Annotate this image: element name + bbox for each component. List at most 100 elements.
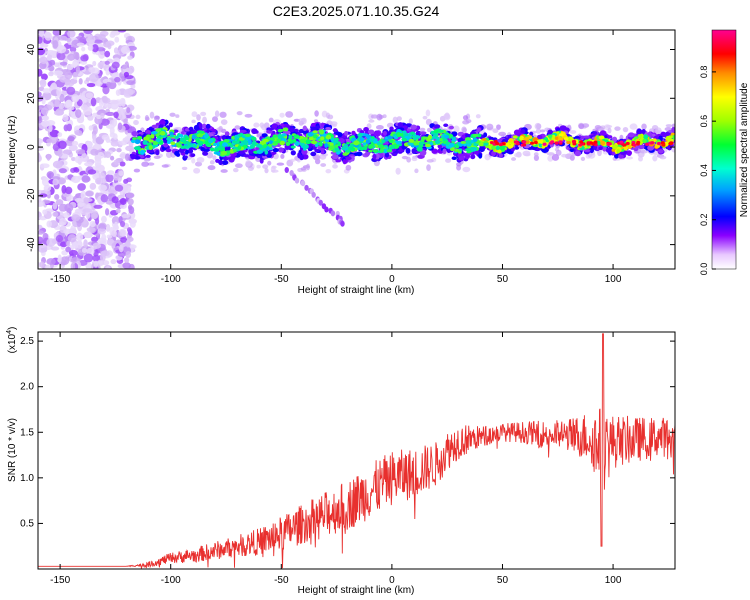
noise-speckle bbox=[89, 182, 97, 190]
spectrogram-ytick-label: 0 bbox=[26, 144, 37, 150]
band-halo bbox=[133, 168, 141, 173]
noise-speckle bbox=[57, 254, 62, 263]
band-halo bbox=[181, 166, 188, 171]
band-cell bbox=[320, 150, 325, 155]
band-cell bbox=[406, 128, 411, 132]
band-cell bbox=[221, 160, 229, 166]
branch-cell bbox=[330, 210, 336, 217]
band-core bbox=[379, 148, 384, 153]
band-halo bbox=[149, 111, 155, 119]
snr-plot-frame bbox=[37, 331, 676, 570]
band-core bbox=[457, 150, 462, 154]
band-cell bbox=[647, 131, 653, 138]
spectrogram-xtick-label: 0 bbox=[389, 274, 395, 285]
band-cell bbox=[315, 125, 321, 129]
band-peak bbox=[619, 140, 624, 144]
band-cell bbox=[151, 124, 158, 129]
noise-speckle bbox=[109, 32, 116, 38]
band-halo bbox=[426, 164, 431, 171]
noise-speckle bbox=[127, 198, 134, 206]
noise-speckle bbox=[87, 115, 94, 121]
band-halo bbox=[376, 113, 383, 121]
band-cell bbox=[513, 129, 521, 136]
band-cell bbox=[320, 122, 325, 128]
noise-speckle bbox=[39, 43, 49, 48]
band-core bbox=[269, 137, 276, 141]
band-halo bbox=[141, 161, 149, 167]
band-halo bbox=[368, 119, 375, 123]
band-halo bbox=[605, 124, 613, 129]
band-peak bbox=[549, 141, 554, 145]
band-cell bbox=[498, 153, 503, 158]
noise-speckle bbox=[121, 185, 129, 192]
noise-speckle bbox=[91, 212, 98, 220]
band-core bbox=[243, 139, 248, 145]
band-cell bbox=[478, 146, 485, 153]
band-halo bbox=[327, 114, 334, 120]
band-core bbox=[143, 136, 150, 141]
band-core bbox=[152, 140, 159, 146]
band-core bbox=[195, 138, 200, 143]
noise-speckle bbox=[53, 62, 60, 68]
band-halo bbox=[496, 124, 501, 130]
band-core bbox=[483, 142, 489, 146]
band-halo bbox=[218, 125, 223, 132]
band-halo bbox=[200, 111, 207, 116]
noise-speckle bbox=[68, 144, 78, 152]
band-cell bbox=[442, 148, 447, 155]
band-peak bbox=[636, 140, 641, 145]
noise-speckle bbox=[112, 118, 118, 127]
noise-speckle bbox=[55, 234, 64, 243]
noise-speckle bbox=[92, 125, 98, 135]
band-core bbox=[155, 128, 162, 132]
band-core bbox=[318, 141, 323, 147]
band-cell bbox=[277, 147, 284, 153]
band-cell bbox=[293, 128, 299, 133]
noise-speckle bbox=[39, 30, 45, 37]
band-halo bbox=[276, 162, 285, 166]
branch-cell bbox=[304, 184, 309, 191]
noise-speckle bbox=[83, 197, 90, 203]
noise-speckle bbox=[91, 236, 98, 243]
band-core bbox=[413, 136, 418, 141]
band-halo bbox=[580, 156, 586, 161]
noise-speckle bbox=[80, 190, 87, 200]
band-core bbox=[643, 134, 648, 140]
band-core bbox=[337, 141, 341, 147]
band-halo bbox=[135, 114, 141, 120]
band-cell bbox=[411, 148, 417, 154]
band-cell bbox=[602, 146, 607, 152]
band-cell bbox=[218, 159, 223, 166]
band-core bbox=[325, 134, 332, 140]
noise-speckle bbox=[105, 137, 111, 143]
band-core bbox=[359, 146, 365, 151]
band-peak bbox=[522, 140, 527, 144]
band-cell bbox=[405, 147, 411, 154]
band-halo bbox=[313, 119, 318, 123]
band-core bbox=[432, 134, 438, 139]
noise-speckle bbox=[52, 40, 59, 49]
noise-speckle bbox=[118, 244, 124, 253]
band-core bbox=[304, 144, 309, 149]
band-halo bbox=[233, 167, 239, 173]
band-core bbox=[466, 150, 472, 154]
noise-speckle bbox=[65, 37, 72, 42]
band-cell bbox=[547, 129, 553, 135]
band-cell bbox=[248, 148, 254, 155]
band-halo bbox=[475, 114, 481, 119]
band-cell bbox=[267, 127, 275, 131]
band-core bbox=[262, 138, 269, 143]
noise-speckle bbox=[121, 213, 131, 219]
noise-speckle bbox=[116, 147, 122, 153]
noise-speckle bbox=[117, 106, 124, 115]
noise-speckle bbox=[93, 204, 103, 209]
band-cell bbox=[478, 153, 483, 159]
band-halo bbox=[533, 154, 540, 162]
band-cell bbox=[200, 147, 205, 151]
band-core bbox=[166, 140, 171, 144]
noise-speckle bbox=[89, 73, 99, 83]
noise-speckle bbox=[93, 260, 99, 268]
snr-xlabel: Height of straight line (km) bbox=[298, 585, 415, 596]
noise-speckle bbox=[114, 76, 121, 83]
band-halo bbox=[426, 118, 431, 125]
